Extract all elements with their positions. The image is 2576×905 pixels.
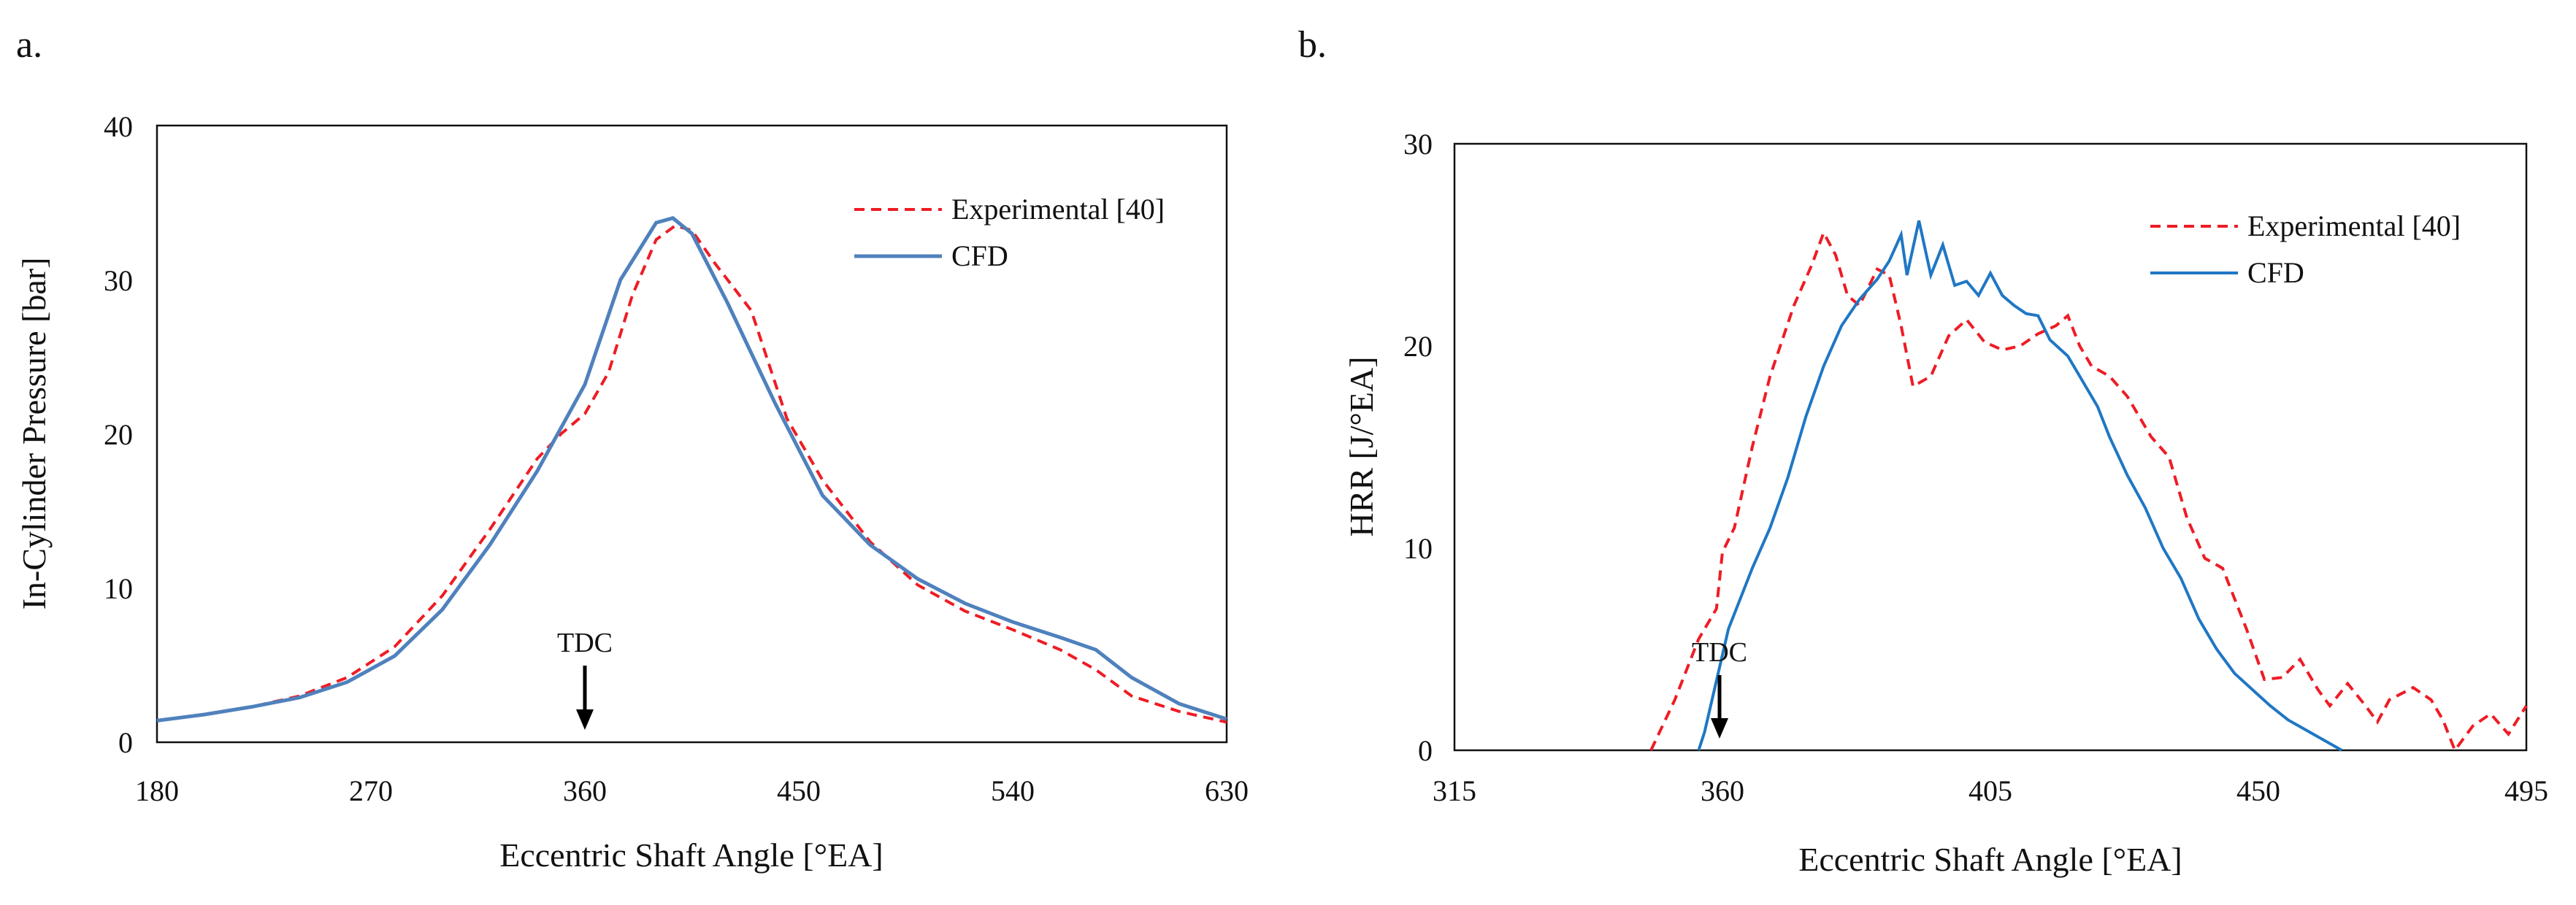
panel-b-tdc-label: TDC <box>1692 637 1747 668</box>
panel-a-x-tick: 270 <box>349 774 393 807</box>
panel-a-cfd-line <box>156 216 1227 723</box>
panel-b-y-tick: 10 <box>1403 532 1433 565</box>
panel-b-y-tick: 30 <box>1403 128 1433 161</box>
panel-a: a. 180 270 360 450 540 630 0 10 20 30 40… <box>15 24 1249 874</box>
panel-a-x-tick: 180 <box>135 774 179 807</box>
panel-b: b. 315 360 405 450 495 0 10 20 30 Eccent… <box>1298 24 2548 878</box>
panel-a-experimental-line <box>156 224 1227 724</box>
panel-a-y-tick: 20 <box>104 418 133 451</box>
panel-a-x-tick: 540 <box>991 774 1035 807</box>
panel-b-cfd-line <box>1697 220 2343 752</box>
panel-b-y-tick: 0 <box>1418 734 1433 767</box>
panel-a-x-axis-title: Eccentric Shaft Angle [°EA] <box>499 836 883 874</box>
panel-a-x-tick: 360 <box>563 774 607 807</box>
panel-a-x-tick: 630 <box>1205 774 1249 807</box>
panel-b-x-tick: 450 <box>2236 774 2280 807</box>
panel-a-y-axis-title: In-Cylinder Pressure [bar] <box>15 258 53 610</box>
panel-a-y-ticks: 0 10 20 30 40 <box>104 110 133 759</box>
panel-b-x-tick: 405 <box>1969 774 2012 807</box>
panel-b-x-axis-title: Eccentric Shaft Angle [°EA] <box>1798 841 2182 878</box>
panel-b-legend-cfd-label: CFD <box>2247 256 2304 289</box>
panel-b-x-ticks: 315 360 405 450 495 <box>1433 774 2548 807</box>
panel-a-legend-cfd-label: CFD <box>951 239 1008 272</box>
panel-b-x-tick: 360 <box>1701 774 1744 807</box>
panel-a-tdc-label: TDC <box>557 628 613 658</box>
panel-a-y-tick: 10 <box>104 572 133 605</box>
panel-b-label: b. <box>1298 24 1327 66</box>
panel-a-y-tick: 40 <box>104 110 133 143</box>
panel-a-y-tick: 0 <box>118 726 133 759</box>
panel-b-tdc-arrow-head <box>1711 718 1728 739</box>
panel-b-legend-experimental-label: Experimental [40] <box>2247 209 2461 242</box>
panel-b-x-tick: 315 <box>1433 774 1476 807</box>
panel-a-legend-experimental-label: Experimental [40] <box>951 193 1165 226</box>
panel-a-tdc-arrow-head <box>576 709 594 730</box>
panel-b-legend: Experimental [40] CFD <box>2150 209 2461 289</box>
panel-b-experimental-line <box>1649 229 2528 754</box>
panel-b-plot-frame <box>1453 142 2528 752</box>
panel-a-y-tick: 30 <box>104 264 133 297</box>
panel-b-x-tick: 495 <box>2504 774 2548 807</box>
panel-a-x-tick: 450 <box>777 774 821 807</box>
panel-b-y-axis-title: HRR [J/°EA] <box>1343 356 1380 536</box>
panel-a-x-ticks: 180 270 360 450 540 630 <box>135 774 1249 807</box>
panel-a-legend: Experimental [40] CFD <box>854 193 1165 272</box>
panel-b-y-ticks: 0 10 20 30 <box>1403 128 1433 767</box>
panel-a-label: a. <box>16 24 42 66</box>
panel-b-y-tick: 20 <box>1403 330 1433 363</box>
panel-a-plot-frame <box>156 124 1228 744</box>
